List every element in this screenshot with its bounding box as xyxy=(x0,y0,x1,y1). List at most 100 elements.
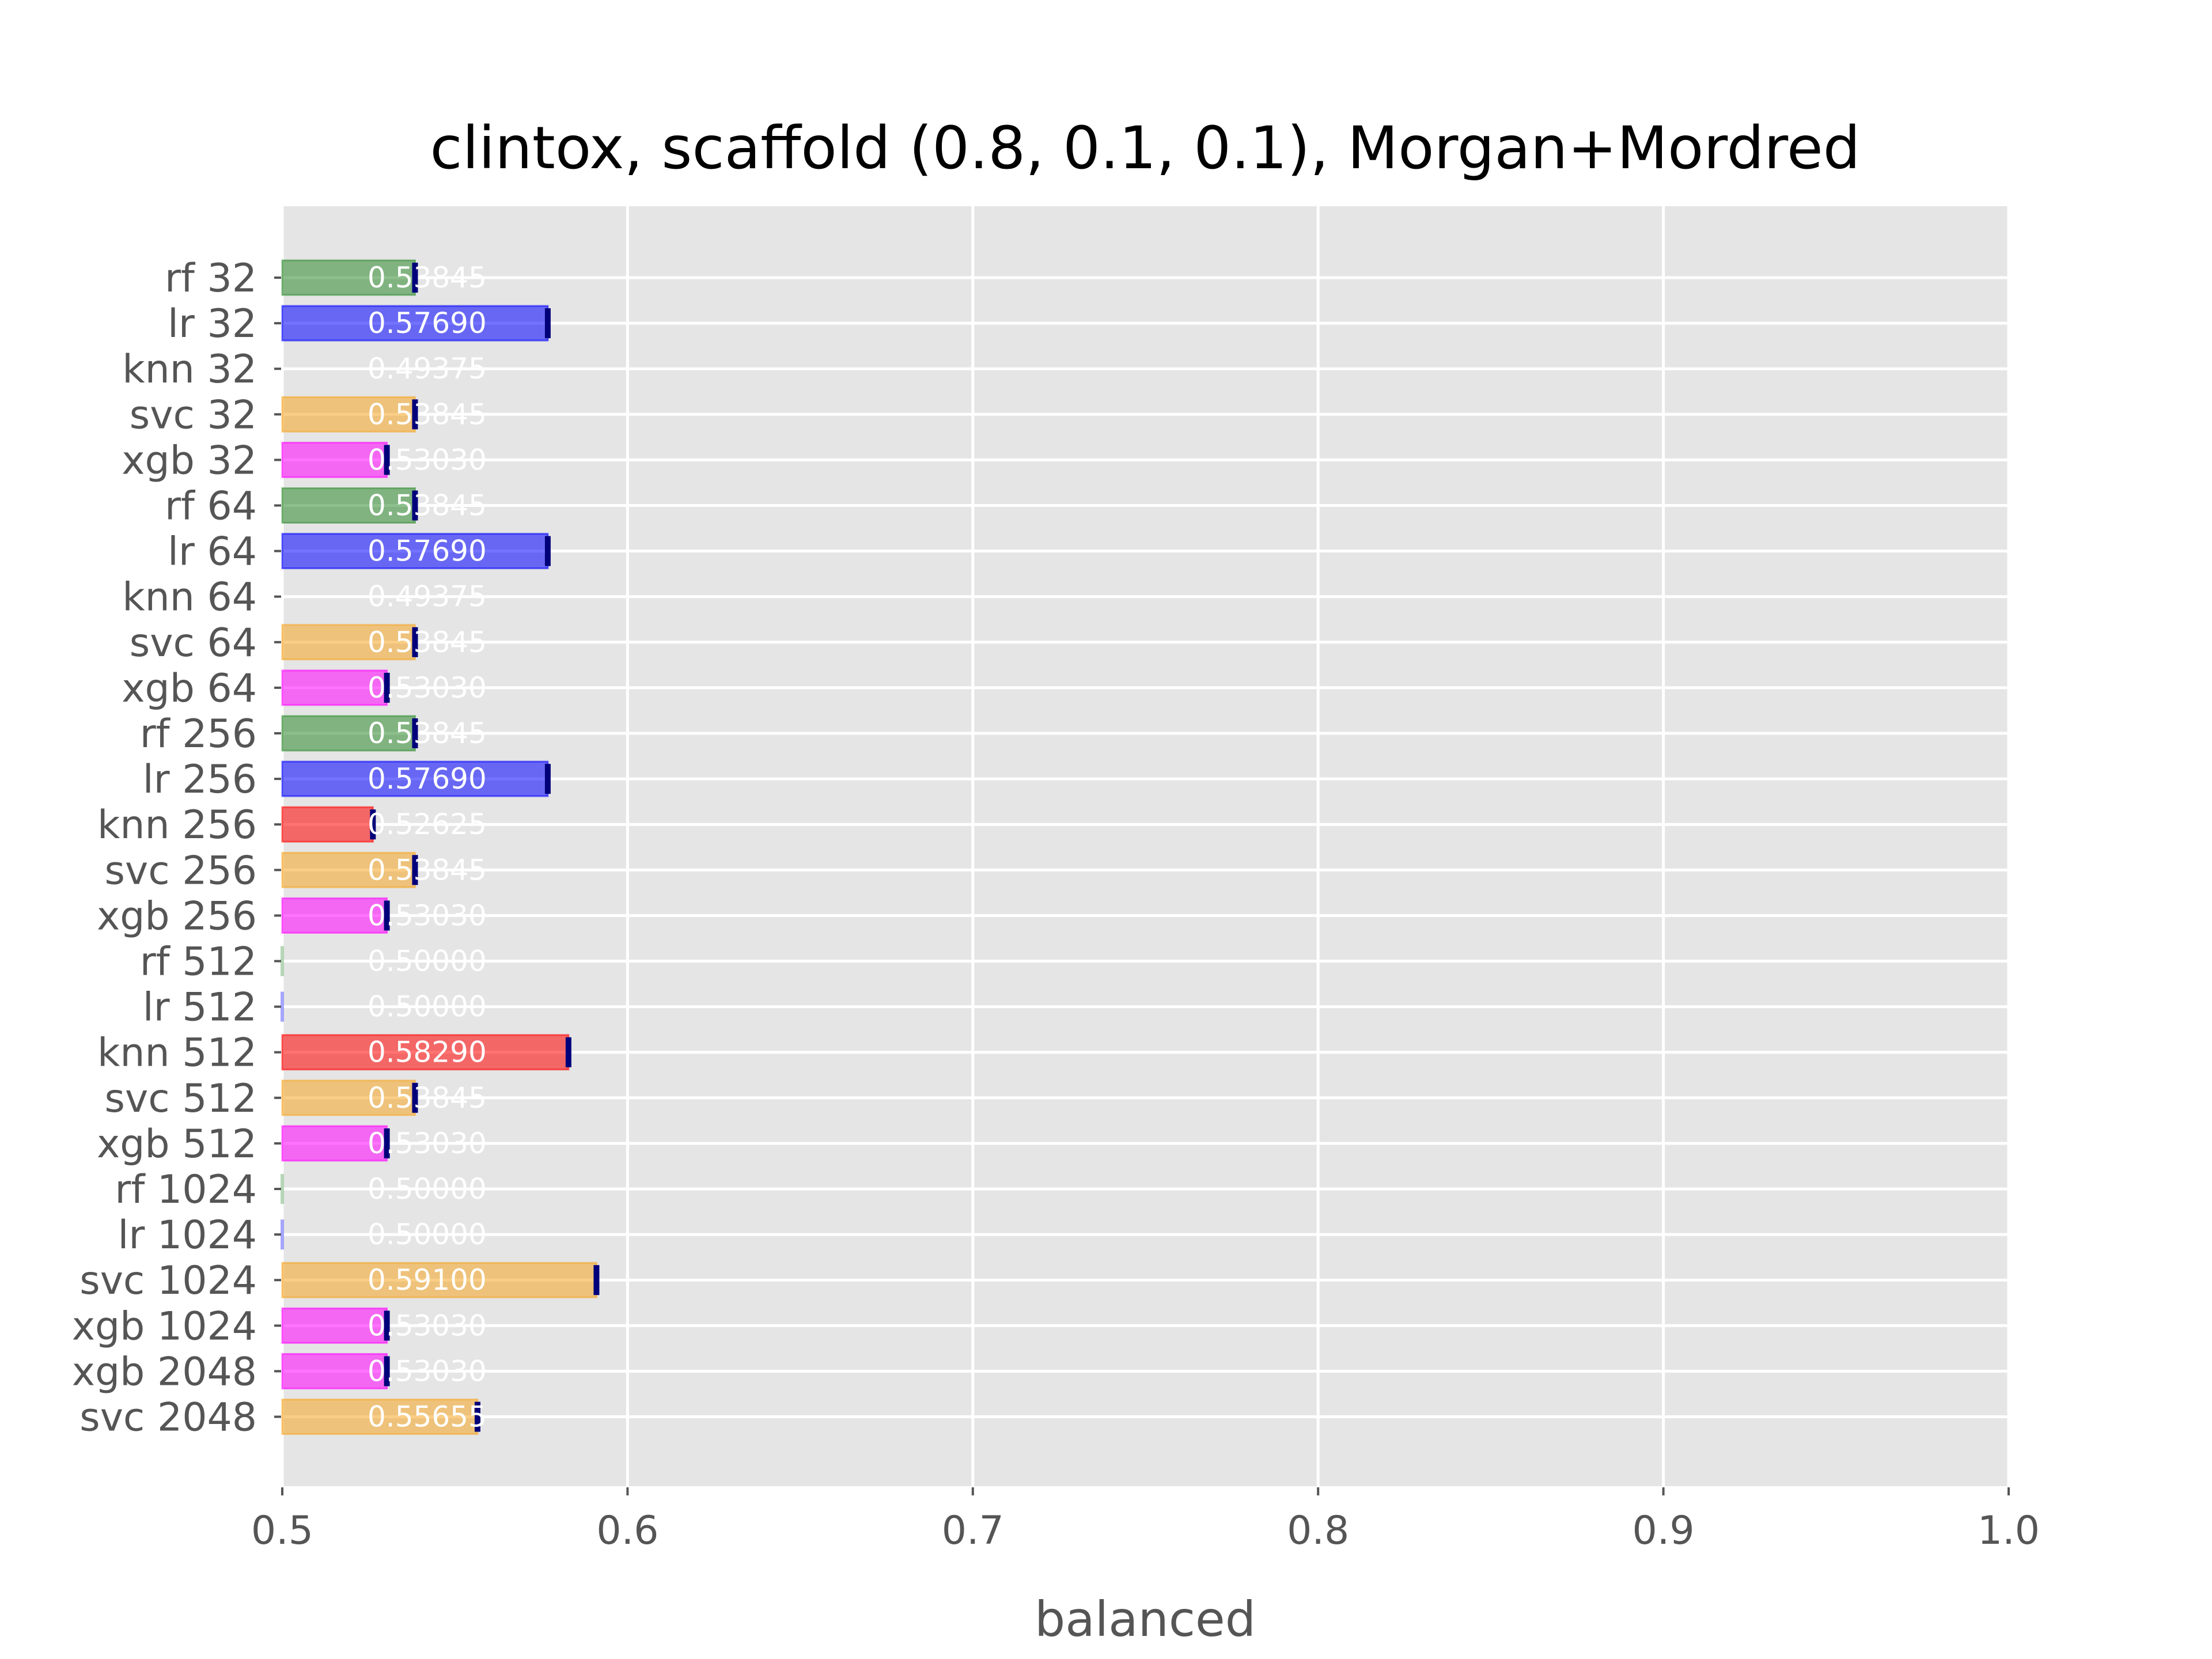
y-tick-label: knn 256 xyxy=(97,802,257,848)
error-cap xyxy=(593,1265,600,1296)
error-cap xyxy=(412,627,418,657)
value-label: 0.55655 xyxy=(368,1400,487,1434)
bar xyxy=(281,1219,284,1250)
y-tick-label: rf 512 xyxy=(140,940,257,985)
y-tick-label: lr 1024 xyxy=(118,1213,257,1258)
value-label: 0.53845 xyxy=(368,261,487,294)
x-tick-label: 0.5 xyxy=(251,1508,313,1554)
x-axis-label: balanced xyxy=(1035,1591,1256,1647)
error-cap xyxy=(544,536,551,566)
y-tick-label: rf 64 xyxy=(165,484,257,529)
bar xyxy=(281,1262,597,1298)
y-tick-label: xgb 256 xyxy=(97,893,257,939)
bar xyxy=(281,946,284,976)
y-tick-label: xgb 512 xyxy=(97,1122,257,1167)
y-tick-label: lr 512 xyxy=(143,985,257,1031)
error-cap xyxy=(544,764,551,794)
bar xyxy=(281,1353,388,1389)
error-cap xyxy=(412,399,418,430)
value-label: 0.53845 xyxy=(368,489,487,522)
bar xyxy=(281,396,416,433)
error-cap xyxy=(474,1402,480,1432)
chart-title: clintox, scaffold (0.8, 0.1, 0.1), Morga… xyxy=(430,114,1861,183)
value-label: 0.53030 xyxy=(368,1309,487,1342)
value-label: 0.57690 xyxy=(368,535,487,568)
value-label: 0.53030 xyxy=(368,899,487,932)
value-label: 0.52625 xyxy=(368,808,487,841)
value-label: 0.53845 xyxy=(368,397,487,431)
y-tick-label: xgb 1024 xyxy=(72,1304,257,1349)
y-tick-label: xgb 32 xyxy=(122,438,257,483)
value-label: 0.53030 xyxy=(368,1127,487,1160)
bar xyxy=(281,897,388,934)
value-label: 0.58290 xyxy=(368,1036,487,1069)
value-label: 0.53845 xyxy=(368,1081,487,1115)
bar xyxy=(281,806,374,843)
y-tick-label: rf 1024 xyxy=(115,1167,257,1213)
value-label: 0.49375 xyxy=(368,352,487,385)
bar xyxy=(281,441,388,478)
y-tick-label: knn 32 xyxy=(122,347,257,392)
bar xyxy=(281,624,416,661)
value-label: 0.50000 xyxy=(368,1172,487,1206)
y-tick-label: svc 512 xyxy=(105,1076,257,1122)
error-cap xyxy=(565,1037,571,1067)
value-label: 0.53030 xyxy=(368,671,487,704)
value-label: 0.50000 xyxy=(368,990,487,1024)
error-cap xyxy=(412,718,418,748)
error-cap xyxy=(384,1356,390,1387)
bar xyxy=(281,533,549,570)
y-tick-label: xgb 2048 xyxy=(72,1349,257,1395)
x-tick-label: 0.9 xyxy=(1633,1508,1695,1554)
x-tick-label: 1.0 xyxy=(1978,1508,2040,1554)
y-tick-label: lr 64 xyxy=(168,529,257,575)
value-label: 0.53845 xyxy=(368,717,487,750)
bar xyxy=(281,1174,284,1204)
value-label: 0.50000 xyxy=(368,1218,487,1251)
bar xyxy=(281,715,416,752)
error-cap xyxy=(384,672,390,703)
error-cap xyxy=(370,809,376,840)
value-label: 0.53845 xyxy=(368,626,487,659)
value-label: 0.59100 xyxy=(368,1263,487,1297)
bar xyxy=(281,305,549,342)
y-tick-label: knn 64 xyxy=(122,575,257,620)
x-tick-label: 0.8 xyxy=(1287,1508,1349,1554)
y-tick-label: svc 256 xyxy=(105,848,257,893)
value-label: 0.53845 xyxy=(368,853,487,887)
error-cap xyxy=(412,490,418,521)
value-label: 0.49375 xyxy=(368,580,487,613)
y-tick-label: rf 32 xyxy=(165,256,257,301)
y-tick-label: lr 32 xyxy=(168,301,257,347)
error-cap xyxy=(412,855,418,885)
value-labels: 0.53845 0.57690 0.49375 0.53845 0.53030 0.538… xyxy=(368,261,487,1434)
error-cap xyxy=(412,263,418,293)
bar xyxy=(281,760,549,797)
bars xyxy=(281,259,600,1435)
error-cap xyxy=(412,1082,418,1113)
value-label: 0.57690 xyxy=(368,306,487,340)
error-cap xyxy=(384,1128,390,1158)
bar xyxy=(281,1034,570,1071)
y-tick-label: knn 512 xyxy=(97,1031,257,1076)
grid-lines xyxy=(281,206,2010,1486)
x-axis-ticks: 0.5 0.6 0.7 0.8 0.9 1.0 xyxy=(251,1487,2040,1554)
y-tick-label: svc 2048 xyxy=(79,1395,257,1441)
error-cap xyxy=(384,900,390,931)
bar xyxy=(281,259,416,296)
y-tick-label: xgb 64 xyxy=(122,666,257,711)
error-cap xyxy=(384,445,390,475)
bar xyxy=(281,487,416,524)
y-tick-label: svc 1024 xyxy=(79,1258,257,1304)
error-cap xyxy=(544,308,551,339)
error-cap xyxy=(384,1310,390,1341)
value-label: 0.53030 xyxy=(368,443,487,476)
x-tick-label: 0.7 xyxy=(942,1508,1004,1554)
x-tick-label: 0.6 xyxy=(596,1508,658,1554)
y-tick-label: svc 64 xyxy=(130,620,257,666)
bar xyxy=(281,1125,388,1162)
bar xyxy=(281,1399,479,1435)
value-label: 0.50000 xyxy=(368,945,487,978)
